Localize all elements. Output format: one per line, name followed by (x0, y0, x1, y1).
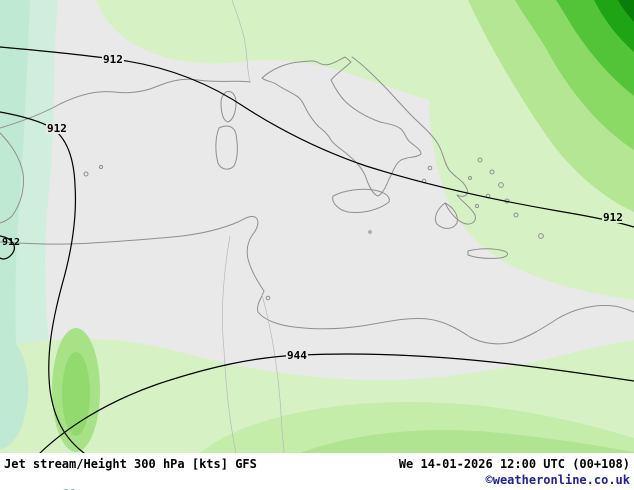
coast-sardinia (215, 125, 238, 170)
wind-speed-scale: 60 80 100 120 140 160 180 (4, 473, 90, 490)
shade-band-160 (618, 0, 634, 22)
product-title: Jet stream/Height 300 hPa [kts] GFS (4, 457, 257, 471)
shade-band-140 (594, 0, 634, 52)
contour-912-edge-lobe (0, 235, 15, 260)
coast-france (0, 78, 251, 129)
map-canvas (0, 0, 634, 453)
contour-label-912-b: 912 (46, 122, 68, 135)
contour-label-944: 944 (286, 349, 308, 362)
coast-balkans-greece (351, 56, 476, 225)
coastlines (0, 56, 634, 345)
jet-shading-layer (0, 0, 634, 453)
islands (83, 157, 544, 301)
valid-time: We 14-01-2026 12:00 UTC (00+108) (398, 457, 630, 471)
coast-peloponnese (434, 202, 458, 229)
coast-spain (0, 132, 24, 224)
shade-cyan-bottom-left (0, 330, 29, 450)
contour-label-912-c: 912 (2, 237, 21, 248)
scale-value-60: 60 (62, 487, 76, 490)
border-algeria-tunisia (222, 235, 237, 453)
contour-label-912-d: 912 (602, 211, 624, 224)
shade-pale-green-top-right (96, 0, 634, 300)
country-borders (222, 0, 285, 453)
coast-italy (261, 56, 422, 197)
coast-north-africa (0, 216, 634, 345)
border-alps (231, 0, 251, 83)
shade-bottom-band-core (300, 430, 634, 453)
contour-label-912-a: 912 (102, 53, 124, 66)
legend-bar: Jet stream/Height 300 hPa [kts] GFS We 1… (0, 453, 634, 490)
shade-streak-left-core (62, 352, 90, 436)
coast-sicily (332, 188, 390, 213)
copyright: ©weatheronline.co.uk (485, 473, 631, 487)
border-tunisia-libya (261, 294, 285, 453)
coast-crete (467, 248, 508, 259)
weather-map: 912 912 912 944 912 (0, 0, 634, 453)
coast-corsica (220, 91, 237, 123)
